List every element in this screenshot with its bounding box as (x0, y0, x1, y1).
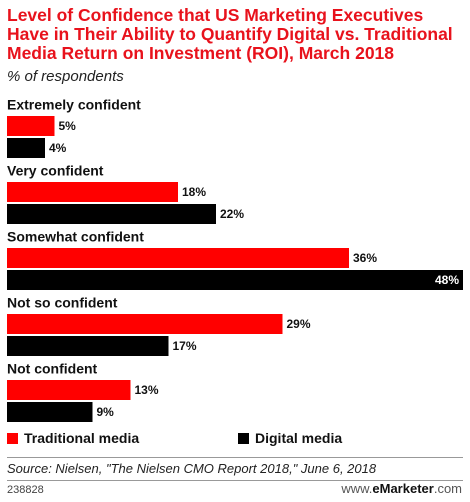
legend-label-digital: Digital media (255, 430, 343, 446)
legend-label-traditional: Traditional media (24, 430, 140, 446)
bar-traditional (7, 380, 131, 400)
source-note: Source: Nielsen, "The Nielsen CMO Report… (7, 461, 377, 476)
legend-swatch-digital (238, 432, 249, 444)
chart-subtitle: % of respondents (7, 68, 124, 85)
bar-digital (7, 138, 45, 158)
data-label: 18% (182, 185, 206, 199)
data-label: 48% (435, 273, 459, 287)
category-label: Not so confident (7, 295, 118, 311)
category-label: Not confident (7, 361, 98, 377)
bar-digital (7, 270, 463, 290)
brand-name: eMarketer (372, 481, 434, 496)
bar-traditional (7, 116, 55, 136)
bar-traditional (7, 314, 283, 334)
bar-digital (7, 402, 93, 422)
data-label: 13% (135, 383, 159, 397)
data-label: 29% (287, 317, 311, 331)
category-label: Extremely confident (7, 97, 141, 113)
bar-traditional (7, 248, 349, 268)
category-label: Very confident (7, 163, 104, 179)
brand-logo[interactable]: www.eMarketer.com (341, 481, 462, 496)
bar-chart: Extremely confident 5% 4% Very confident 18%… (7, 97, 463, 422)
data-label: 4% (49, 141, 67, 155)
legend-swatch-traditional (7, 432, 18, 444)
footer-divider-bottom (7, 480, 463, 481)
category-label: Somewhat confident (7, 229, 144, 245)
legend-item-digital: Digital media (238, 430, 342, 446)
brand-www: www. (341, 481, 373, 496)
data-label: 36% (353, 251, 377, 265)
brand-com: .com (433, 481, 462, 496)
bar-traditional (7, 182, 178, 202)
legend-item-traditional: Traditional media (7, 430, 139, 446)
chart-title: Level of Confidence that US Marketing Ex… (7, 5, 453, 63)
chart-id: 238828 (7, 484, 44, 496)
data-label: 5% (59, 119, 77, 133)
bar-digital (7, 204, 216, 224)
footer-divider-top (7, 457, 463, 458)
data-label: 9% (97, 405, 115, 419)
data-label: 22% (220, 207, 244, 221)
bar-digital (7, 336, 169, 356)
data-label: 17% (173, 339, 197, 353)
